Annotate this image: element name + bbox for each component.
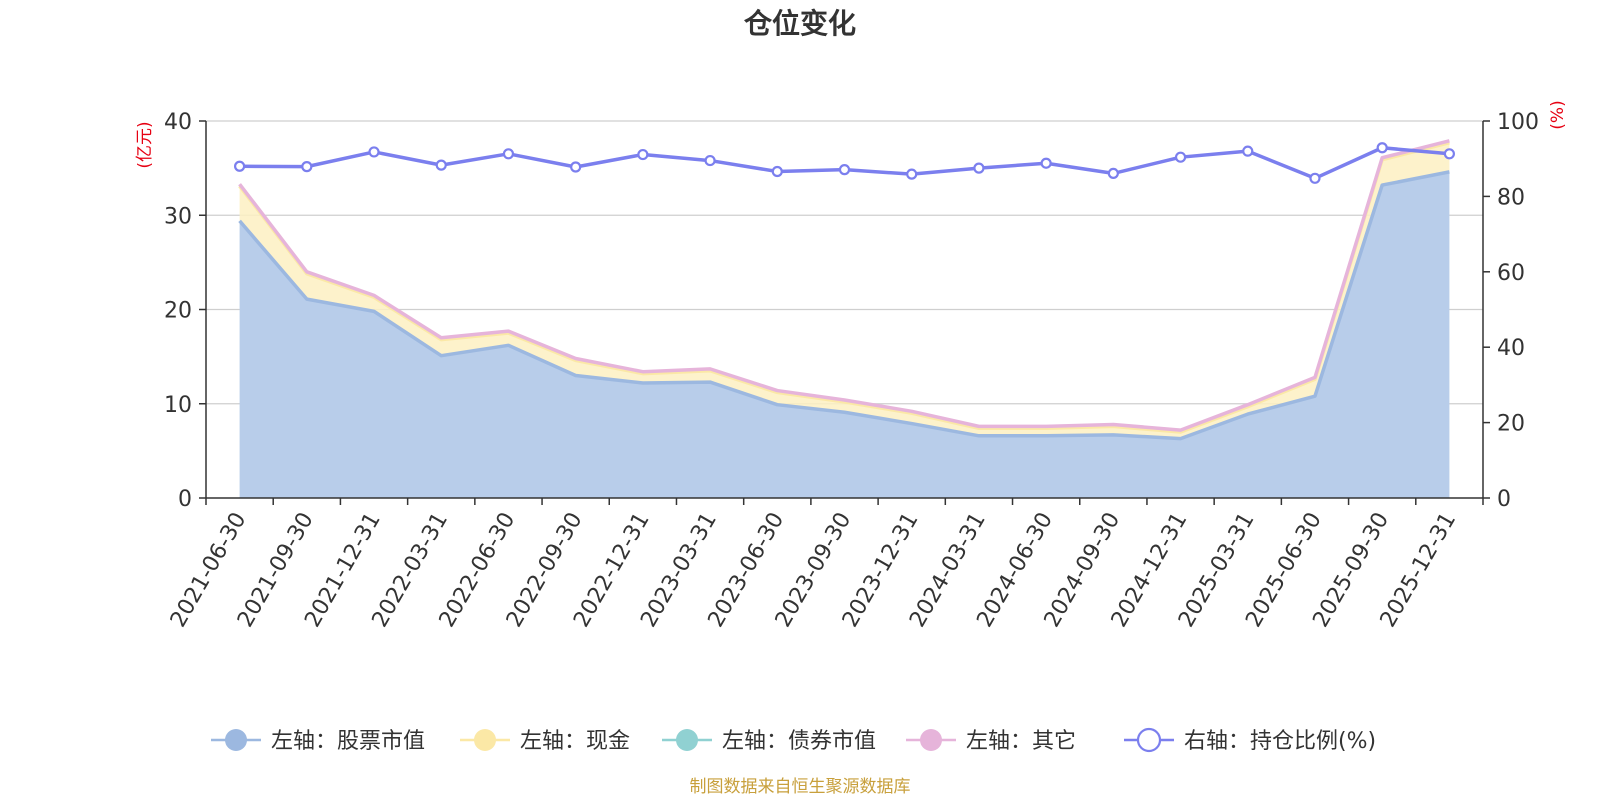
left-axis-tick-label: 30 <box>164 204 192 229</box>
source-note: 制图数据来自恒生聚源数据库 <box>690 777 911 797</box>
right-axis-tick-label: 100 <box>1497 110 1539 135</box>
ratio-point <box>570 161 582 173</box>
line-series-3 <box>238 139 1450 432</box>
left-axis-unit: (亿元) <box>135 121 155 168</box>
ratio-point <box>502 148 515 160</box>
ratio-point <box>704 154 716 167</box>
ratio-point <box>1376 142 1388 154</box>
legend-label: 右轴：持仓比例(%) <box>1184 729 1376 754</box>
legend-label: 左轴：股票市值 <box>271 729 425 754</box>
legend-marker <box>920 729 942 751</box>
legend-item: 左轴：现金 <box>460 729 630 754</box>
ratio-point <box>973 162 985 174</box>
left-axis-tick-label: 20 <box>164 299 192 324</box>
ratio-point <box>1309 172 1321 184</box>
line-series-1 <box>238 140 1450 434</box>
line-series-0 <box>238 170 1450 441</box>
ratio-point <box>368 146 380 158</box>
left-axis-tick-label: 0 <box>178 487 192 512</box>
legend-marker <box>1136 727 1162 753</box>
right-axis-tick-label: 60 <box>1497 261 1525 286</box>
ratio-points <box>234 142 1455 184</box>
legend-marker <box>474 729 496 751</box>
ratio-point <box>435 159 447 171</box>
legend-item: 左轴：其它 <box>906 729 1076 754</box>
left-axis-tick-label: 10 <box>164 393 192 418</box>
legend-item: 左轴：债券市值 <box>662 729 876 754</box>
ratio-point <box>301 161 313 173</box>
ratio-point <box>1040 157 1052 169</box>
ratio-point <box>234 160 246 172</box>
right-axis-tick-label: 40 <box>1497 336 1525 361</box>
ratio-point <box>906 168 918 180</box>
legend-item: 左轴：股票市值 <box>211 729 425 754</box>
stacked-areas <box>239 140 1450 498</box>
ratio-point <box>1174 151 1187 163</box>
ratio-point <box>1242 145 1254 157</box>
legend-label: 左轴：现金 <box>520 729 630 754</box>
legend-item: 右轴：持仓比例(%) <box>1124 727 1376 754</box>
right-axis-tick-label: 0 <box>1497 487 1511 512</box>
area-series-0 <box>239 171 1450 498</box>
left-axis-tick-label: 40 <box>164 110 192 135</box>
legend: 左轴：股票市值 左轴：现金 左轴：债券市值 左轴：其它 右轴：持仓比例(%) <box>211 727 1376 754</box>
ratio-point <box>637 148 649 161</box>
legend-marker <box>225 729 247 751</box>
right-axis-unit: (%) <box>1548 100 1568 129</box>
right-axis-tick-label: 80 <box>1497 185 1525 210</box>
ratio-point <box>771 165 783 178</box>
chart-title: 仓位变化 <box>744 7 856 40</box>
ratio-point <box>1443 148 1455 160</box>
ratio-point <box>838 164 851 176</box>
legend-label: 左轴：债券市值 <box>722 729 876 754</box>
right-axis-tick-label: 20 <box>1497 412 1525 437</box>
ratio-point <box>1107 167 1119 180</box>
legend-label: 左轴：其它 <box>966 729 1076 754</box>
legend-marker <box>676 729 698 751</box>
